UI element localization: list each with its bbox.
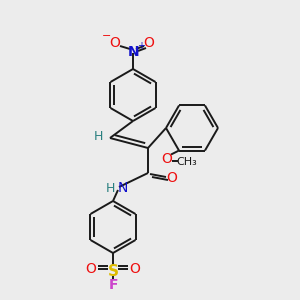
Text: O: O	[144, 36, 154, 50]
Text: −: −	[102, 31, 112, 41]
Text: N: N	[118, 181, 128, 195]
Text: O: O	[85, 262, 96, 276]
Text: N: N	[128, 45, 140, 59]
Text: O: O	[130, 262, 140, 276]
Text: O: O	[167, 171, 177, 185]
Text: H: H	[106, 182, 115, 194]
Text: CH₃: CH₃	[177, 157, 197, 166]
Text: F: F	[108, 278, 118, 292]
Text: +: +	[137, 41, 145, 51]
Text: H: H	[93, 130, 103, 142]
Text: O: O	[162, 152, 172, 166]
Text: S: S	[107, 263, 118, 278]
Text: O: O	[110, 36, 120, 50]
